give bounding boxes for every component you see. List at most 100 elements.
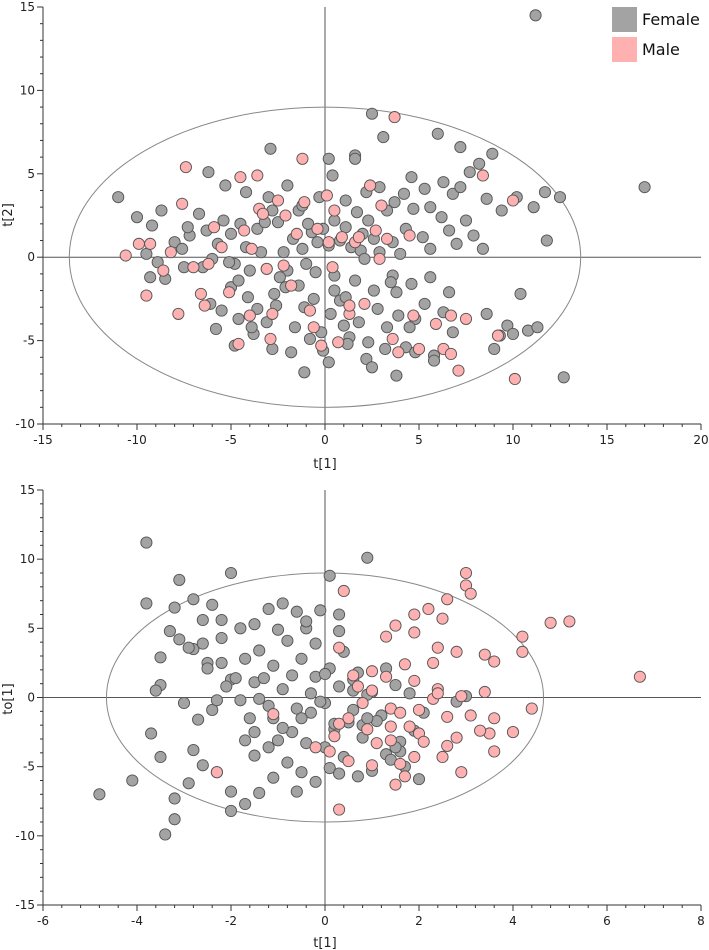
point-female — [349, 274, 362, 287]
point-female — [206, 703, 219, 716]
point-female — [553, 191, 567, 204]
point-female — [514, 287, 527, 300]
point-female — [296, 242, 309, 255]
point-female — [215, 613, 228, 627]
point-female — [286, 669, 299, 682]
point-female — [220, 680, 233, 693]
point-male — [266, 307, 279, 320]
x-tick-label: 0 — [321, 914, 329, 928]
y-tick-label: 0 — [27, 250, 35, 264]
point-female — [437, 176, 450, 189]
point-female — [361, 551, 374, 564]
point-female — [181, 221, 194, 234]
point-male — [179, 161, 192, 174]
point-male — [320, 189, 333, 202]
y-tick-label: -5 — [23, 760, 35, 774]
point-female — [377, 131, 390, 144]
point-female — [206, 598, 219, 611]
point-female — [361, 712, 374, 725]
point-female — [302, 217, 315, 230]
point-female — [459, 214, 473, 227]
point-male — [364, 179, 377, 192]
x-tick-label: 8 — [697, 914, 705, 928]
point-female — [638, 181, 651, 194]
point-male — [311, 222, 324, 235]
point-male — [407, 309, 420, 322]
point-female — [307, 292, 320, 305]
point-male — [342, 712, 355, 725]
point-female — [126, 774, 139, 787]
point-female — [304, 687, 317, 700]
point-male — [380, 670, 393, 683]
score-plot-t1-t2: -15 -10 -5 0 5 10 15 20 -10 -5 0 5 10 15 t[1] t[2] — [1, 0, 709, 472]
point-male — [436, 612, 449, 625]
point-female — [290, 785, 303, 798]
x-tick-label: 2 — [415, 914, 423, 928]
x-tick-label: 15 — [599, 433, 614, 447]
point-male — [267, 708, 280, 721]
point-male — [444, 309, 458, 322]
series-male — [119, 111, 521, 386]
x-tick-label: 6 — [603, 914, 611, 928]
point-female — [149, 684, 162, 697]
point-female — [488, 342, 501, 355]
point-female — [229, 672, 242, 685]
point-male — [478, 685, 491, 699]
point-female — [145, 727, 158, 740]
point-male — [264, 332, 277, 345]
point-female — [322, 356, 335, 369]
y-tick-label: 10 — [20, 83, 35, 97]
point-female — [333, 608, 346, 621]
y-tick-label: -10 — [15, 829, 35, 843]
y-tick-label: -10 — [15, 417, 35, 431]
point-female — [295, 712, 308, 725]
point-female — [223, 256, 236, 269]
y-axis-title: to[1] — [1, 683, 16, 714]
point-female — [196, 637, 209, 650]
point-female — [248, 618, 261, 631]
point-male — [633, 670, 646, 683]
point-male — [408, 750, 421, 764]
point-male — [563, 615, 576, 628]
point-female — [318, 667, 332, 681]
y-tick-label: 5 — [27, 167, 35, 181]
point-female — [416, 231, 429, 244]
point-male — [208, 221, 221, 234]
point-female — [239, 734, 252, 747]
point-male — [408, 608, 421, 621]
point-female — [380, 321, 394, 334]
point-female — [367, 284, 380, 297]
point-female — [418, 297, 431, 310]
point-female — [435, 211, 448, 224]
point-female — [431, 127, 444, 140]
x-axis-title: t[1] — [313, 936, 337, 950]
point-female — [266, 342, 279, 355]
point-female — [298, 366, 311, 379]
point-male — [516, 645, 529, 658]
point-male — [488, 745, 501, 758]
point-male — [394, 757, 407, 770]
point-male — [516, 630, 529, 643]
point-female — [168, 813, 181, 826]
point-male — [309, 741, 322, 754]
point-female — [365, 361, 379, 374]
point-female — [351, 770, 364, 783]
point-female — [352, 316, 365, 329]
point-female — [290, 702, 303, 715]
point-female — [187, 593, 200, 606]
point-male — [398, 770, 411, 783]
point-male — [333, 717, 346, 730]
point-male — [386, 332, 399, 345]
point-male — [388, 111, 401, 124]
point-male — [380, 630, 393, 643]
point-male — [408, 626, 421, 639]
point-male — [365, 665, 379, 678]
point-female — [446, 326, 459, 339]
point-male — [326, 261, 339, 274]
point-female — [446, 187, 459, 200]
point-female — [155, 204, 168, 217]
x-axis-title: t[1] — [313, 457, 337, 472]
point-male — [384, 734, 397, 747]
point-male — [365, 759, 379, 772]
point-female — [154, 651, 167, 664]
